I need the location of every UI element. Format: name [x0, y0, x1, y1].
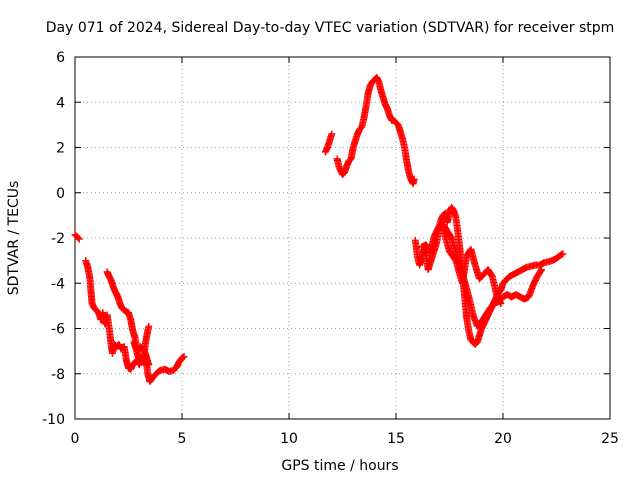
data-point [538, 266, 546, 274]
y-tick-label: -8 [51, 367, 65, 383]
data-point [537, 267, 545, 275]
data-point [74, 234, 82, 242]
axis-ticks: 0 5 10 15 20 25 -10 -8 -6 -4 -2 0 2 4 6 [42, 50, 619, 447]
y-axis-label: SDTVAR / TECUs [6, 181, 22, 296]
data-point [75, 235, 83, 243]
x-tick-label: 25 [601, 431, 619, 447]
y-tick-label: -2 [51, 231, 65, 247]
x-tick-label: 5 [178, 431, 187, 447]
grid [75, 57, 610, 419]
y-tick-label: 4 [56, 95, 65, 111]
y-tick-label: 0 [56, 186, 65, 202]
y-tick-label: -10 [42, 412, 65, 428]
chart-title: Day 071 of 2024, Sidereal Day-to-day VTE… [46, 20, 615, 36]
data-points [71, 73, 567, 386]
x-tick-label: 10 [280, 431, 298, 447]
data-point [145, 322, 153, 330]
data-point [180, 353, 188, 361]
x-axis-label: GPS time / hours [281, 458, 398, 474]
data-point [328, 130, 336, 138]
data-point [497, 300, 505, 308]
y-tick-label: 2 [56, 141, 65, 157]
y-tick-label: 6 [56, 50, 65, 66]
data-point [145, 361, 153, 369]
x-tick-label: 0 [71, 431, 80, 447]
x-tick-label: 20 [494, 431, 512, 447]
x-tick-label: 15 [387, 431, 405, 447]
y-tick-label: -4 [51, 276, 65, 292]
data-point [559, 250, 567, 258]
y-tick-label: -6 [51, 322, 65, 338]
data-point [410, 175, 418, 183]
